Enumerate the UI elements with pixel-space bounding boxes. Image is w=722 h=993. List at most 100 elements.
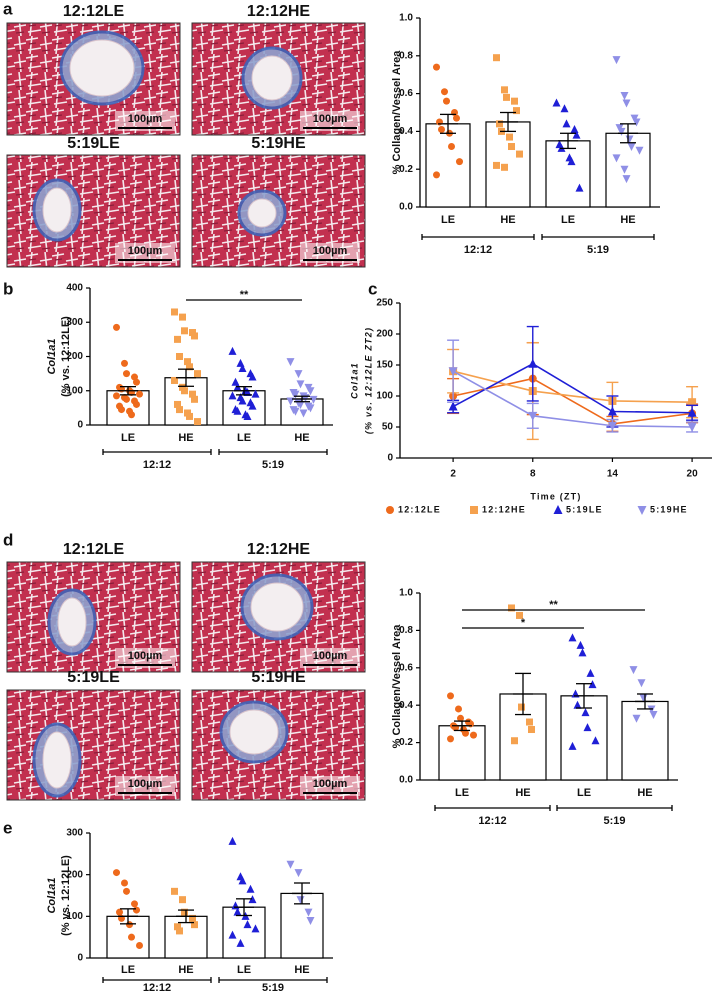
data-point	[246, 884, 255, 893]
data-point	[189, 390, 196, 398]
data-point	[586, 668, 595, 677]
data-point	[588, 680, 597, 689]
group-label: 5:19	[262, 982, 284, 993]
data-point	[243, 920, 252, 929]
data-point	[456, 158, 463, 166]
bar	[605, 132, 651, 208]
y-tick-label: 200	[66, 351, 83, 362]
group-label: 12:12	[143, 982, 171, 993]
y-axis-label: Col1a1	[46, 338, 58, 374]
data-point	[438, 126, 445, 134]
data-point	[248, 895, 257, 904]
data-point	[433, 63, 440, 71]
data-point	[296, 380, 305, 389]
data-point	[635, 146, 644, 155]
scale-bar-label: 100µm	[128, 778, 163, 790]
bar	[560, 695, 608, 781]
data-point	[443, 97, 450, 105]
data-point	[649, 711, 658, 720]
data-point	[306, 404, 315, 413]
data-point	[243, 387, 252, 396]
significance-label: *	[521, 617, 526, 629]
data-point	[560, 104, 569, 113]
data-point	[508, 604, 515, 612]
y-tick-label: 100	[376, 391, 393, 402]
data-point	[228, 391, 237, 400]
legend-label: 12:12LE	[398, 504, 441, 514]
data-point	[583, 723, 592, 732]
data-point	[186, 412, 193, 420]
data-point	[181, 387, 188, 395]
y-axis-label: (% vs. 12:12LE)	[60, 316, 72, 397]
y-tick-label: 400	[66, 283, 83, 294]
data-point	[189, 914, 196, 922]
y-tick-label: 300	[66, 317, 83, 328]
y-tick-label: 0.8	[399, 50, 413, 61]
group-label: 12:12	[464, 244, 492, 256]
scale-bar-label: 100µm	[128, 113, 163, 125]
data-point	[179, 313, 186, 321]
legend-label: 5:19LE	[566, 504, 603, 514]
data-point	[191, 921, 198, 929]
x-tick-label: HE	[515, 787, 530, 799]
data-point	[441, 88, 448, 96]
data-point	[620, 165, 629, 174]
x-tick-label: 8	[530, 469, 536, 480]
micrograph-label: 12:12LE	[63, 3, 125, 20]
y-tick-label: 0	[387, 453, 393, 464]
significance-label: **	[240, 289, 249, 301]
data-point	[126, 921, 133, 929]
data-point	[123, 395, 130, 403]
data-point	[186, 363, 193, 371]
data-point	[171, 887, 178, 895]
data-point	[176, 927, 183, 935]
data-point	[194, 370, 201, 378]
scale-bar-label: 100µm	[313, 113, 348, 125]
scale-bar-bg	[115, 111, 175, 131]
panel-label: b	[3, 279, 13, 298]
data-point	[116, 908, 123, 916]
data-point	[128, 411, 135, 419]
data-point	[171, 376, 178, 384]
x-tick-label: HE	[620, 214, 635, 226]
data-point	[528, 726, 535, 734]
y-axis-label: (% vs. 12:12LE)	[60, 855, 72, 936]
micrograph-label: 5:19HE	[251, 669, 306, 686]
data-point	[133, 906, 140, 914]
vessel-lumen	[57, 597, 87, 647]
data-point	[575, 183, 584, 192]
data-point	[248, 401, 257, 410]
data-point	[511, 97, 518, 105]
significance-label: **	[549, 599, 558, 611]
y-tick-label: 0.4	[399, 700, 413, 711]
data-point	[286, 860, 295, 869]
data-point	[496, 120, 503, 128]
y-tick-label: 0	[77, 953, 83, 964]
vessel-lumen	[251, 55, 293, 101]
vessel-lumen	[69, 39, 135, 97]
y-tick-label: 0.2	[399, 164, 413, 175]
vessel-lumen	[42, 187, 72, 233]
y-axis-label: % Collagen/Vessel Area	[391, 624, 403, 749]
data-point	[174, 923, 181, 931]
y-tick-label: 0.4	[399, 126, 413, 137]
data-point	[612, 154, 621, 163]
data-point	[243, 411, 252, 420]
data-point	[612, 56, 621, 65]
data-point	[448, 143, 455, 151]
data-point	[591, 736, 600, 745]
vessel-lumen	[229, 709, 279, 755]
data-point	[632, 118, 641, 127]
series-line	[452, 370, 693, 428]
y-axis-label: Col1a1	[349, 362, 359, 399]
data-point	[632, 714, 641, 723]
series-line	[452, 377, 693, 425]
data-point	[233, 907, 242, 916]
data-point	[231, 901, 240, 910]
micrograph-label: 5:19LE	[67, 669, 120, 686]
data-point	[128, 933, 135, 941]
data-point	[562, 119, 571, 128]
data-point	[568, 633, 577, 642]
y-axis-label: (% vs. 12:12LE ZT2)	[363, 327, 373, 434]
data-point	[296, 400, 305, 409]
